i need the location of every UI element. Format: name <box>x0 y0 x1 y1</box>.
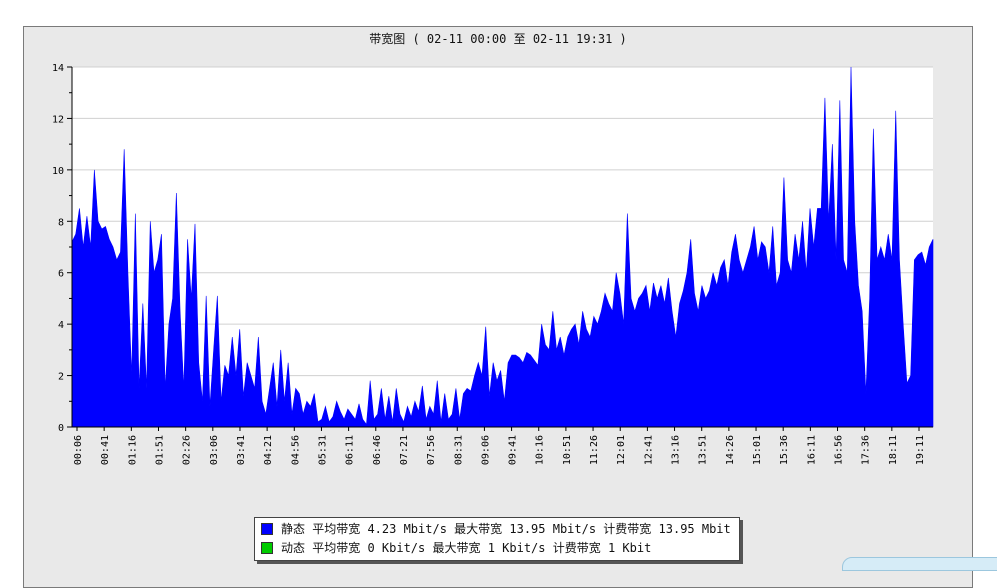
x-tick-label: 08:31 <box>453 435 464 465</box>
x-tick-label: 15:36 <box>779 435 790 465</box>
chart-title: 带宽图 ( 02-11 00:00 至 02-11 19:31 ) <box>369 31 627 46</box>
y-tick-label: 2 <box>58 372 64 383</box>
y-tick-label: 14 <box>52 63 64 74</box>
y-tick-label: 8 <box>58 217 64 228</box>
x-tick-label: 01:16 <box>127 435 138 465</box>
legend-item-dynamic: 动态 平均带宽 0 Kbit/s 最大带宽 1 Kbit/s 计费带宽 1 Kb… <box>261 539 651 557</box>
x-tick-label: 00:06 <box>73 435 84 465</box>
legend-swatch-static <box>261 522 273 535</box>
y-tick-label: 4 <box>58 320 64 331</box>
axes <box>67 66 933 431</box>
x-tick-label: 18:11 <box>888 435 899 465</box>
x-tick-label: 10:16 <box>535 435 546 465</box>
y-tick-label: 10 <box>52 166 64 177</box>
bandwidth-chart: 带宽图 ( 02-11 00:00 至 02-11 19:31 ) 0 2 4 6 8 1… <box>52 31 934 465</box>
x-tick-label: 03:41 <box>236 435 247 465</box>
x-tick-label: 04:56 <box>290 435 301 465</box>
y-tick-label: 12 <box>52 114 64 125</box>
x-tick-label: 09:41 <box>508 435 519 465</box>
x-tick-label: 17:36 <box>861 435 872 465</box>
x-tick-label: 01:51 <box>154 435 165 465</box>
x-tick-label: 09:06 <box>480 435 491 465</box>
x-tick-label: 07:21 <box>399 435 410 465</box>
y-tick-labels: 0 2 4 6 8 10 12 14 <box>52 63 64 434</box>
legend-item-static: 静态 平均带宽 4.23 Mbit/s 最大带宽 13.95 Mbit/s 计费… <box>261 520 731 538</box>
x-tick-label: 07:56 <box>426 435 437 465</box>
x-tick-label: 10:51 <box>562 435 573 465</box>
x-tick-label: 05:31 <box>317 435 328 465</box>
legend: 静态 平均带宽 4.23 Mbit/s 最大带宽 13.95 Mbit/s 计费… <box>254 517 740 561</box>
corner-tab-decoration <box>842 557 997 571</box>
x-tick-label: 11:26 <box>589 435 600 465</box>
x-tick-label: 04:21 <box>263 435 274 465</box>
legend-text-dynamic: 动态 平均带宽 0 Kbit/s 最大带宽 1 Kbit/s 计费带宽 1 Kb… <box>281 541 652 555</box>
x-tick-label: 12:01 <box>616 435 627 465</box>
x-tick-label: 19:11 <box>915 435 926 465</box>
x-tick-label: 16:56 <box>834 435 845 465</box>
x-tick-label: 14:26 <box>725 435 736 465</box>
series-static-area <box>71 66 934 428</box>
legend-swatch-dynamic <box>261 541 273 554</box>
x-tick-label: 13:51 <box>698 435 709 465</box>
x-tick-label: 00:41 <box>100 435 111 465</box>
x-tick-label: 06:46 <box>372 435 383 465</box>
x-tick-labels: 00:06 00:41 01:16 01:51 02:26 03:06 03:41 04:21… <box>73 435 926 465</box>
x-tick-label: 12:41 <box>643 435 654 465</box>
x-tick-label: 06:11 <box>345 435 356 465</box>
x-tick-label: 03:06 <box>209 435 220 465</box>
series-area <box>71 66 934 428</box>
legend-text-static: 静态 平均带宽 4.23 Mbit/s 最大带宽 13.95 Mbit/s 计费… <box>281 522 731 536</box>
x-tick-label: 02:26 <box>182 435 193 465</box>
x-tick-label: 16:11 <box>806 435 817 465</box>
x-tick-label: 13:16 <box>671 435 682 465</box>
x-tick-label: 15:01 <box>752 435 763 465</box>
y-tick-label: 6 <box>58 269 64 280</box>
y-tick-label: 0 <box>58 423 64 434</box>
